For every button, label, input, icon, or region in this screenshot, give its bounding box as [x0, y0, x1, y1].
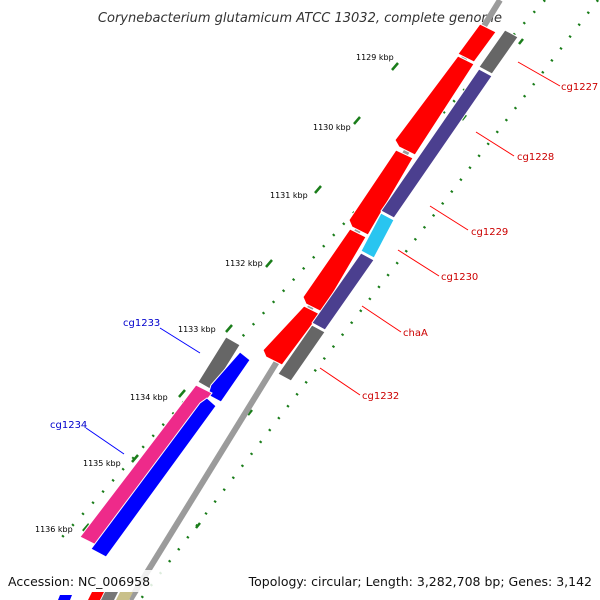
- partial-feature-red: [88, 592, 104, 600]
- gene-arrow-chaA[interactable]: [262, 305, 321, 366]
- gene-label-cg1233[interactable]: cg1233: [123, 318, 160, 329]
- leader-lines-left: [85, 327, 201, 455]
- gene-arrow-cg1227[interactable]: [457, 23, 497, 63]
- accession-text: Accession: NC_006958: [8, 574, 150, 589]
- gene-label-cg1230[interactable]: cg1230: [441, 272, 478, 283]
- gene-label-cg1227[interactable]: cg1227: [561, 82, 598, 93]
- kbp-tick-marks: [82, 62, 399, 532]
- gene-arrow-cg1233[interactable]: [207, 351, 251, 403]
- kbp-label-1132: 1132 kbp: [225, 259, 263, 268]
- gene-label-cg1234[interactable]: cg1234: [50, 420, 87, 431]
- gene-arrow-cg1229[interactable]: [348, 149, 414, 236]
- gene-label-cg1228[interactable]: cg1228: [517, 152, 554, 163]
- gene-block-cg1230[interactable]: [311, 252, 375, 331]
- gene-label-cg1229[interactable]: cg1229: [471, 227, 508, 238]
- map-title: Corynebacterium glutamicum ATCC 13032, c…: [98, 11, 502, 26]
- inner-tick-marks: [195, 38, 524, 529]
- partial-feature-olive: [116, 592, 133, 600]
- partial-feature-gray: [101, 592, 118, 600]
- forward-strand: [262, 23, 497, 366]
- kbp-label-1135: 1135 kbp: [83, 459, 121, 468]
- kbp-label-1133: 1133 kbp: [178, 325, 216, 334]
- kbp-label-1130: 1130 kbp: [313, 123, 351, 132]
- kbp-label-1136: 1136 kbp: [35, 525, 73, 534]
- gene-block-cg1229[interactable]: [360, 212, 395, 259]
- gene-block-cg1232[interactable]: [277, 324, 326, 382]
- left-strand-features: [79, 336, 251, 558]
- gene-label-cg1232[interactable]: cg1232: [362, 391, 399, 402]
- partial-feature-blue: [58, 595, 72, 600]
- topology-text: Topology: circular; Length: 3,282,708 bp…: [248, 574, 592, 589]
- gene-arrow-cg1230[interactable]: [302, 228, 367, 313]
- reverse-strand-right: [277, 29, 519, 382]
- gene-arrow-cg1234[interactable]: [90, 397, 217, 558]
- kbp-label-1131: 1131 kbp: [270, 191, 308, 200]
- inner-dot-ring: [139, 0, 599, 600]
- bottom-partial-features: [58, 592, 133, 600]
- gene-label-chaA[interactable]: chaA: [403, 328, 428, 339]
- leader-lines-right: [319, 61, 561, 396]
- kbp-label-1134: 1134 kbp: [130, 393, 168, 402]
- gene-block-cg1227[interactable]: [478, 29, 519, 75]
- gene-arrow-cg1228[interactable]: [394, 55, 475, 156]
- footer-background: [0, 570, 600, 592]
- kbp-label-1129: 1129 kbp: [356, 53, 394, 62]
- gene-block-cg1228[interactable]: [380, 68, 493, 219]
